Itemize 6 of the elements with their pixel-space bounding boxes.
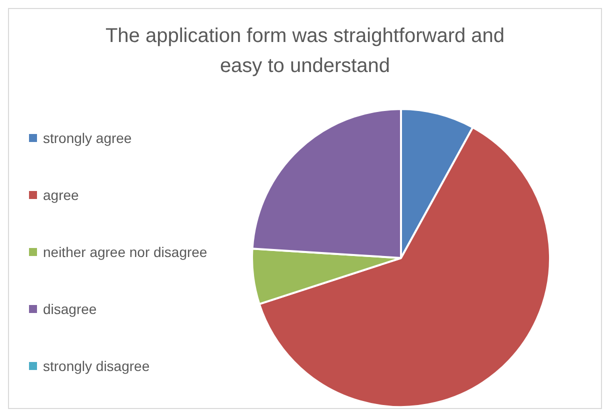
legend-label: agree: [43, 186, 79, 205]
legend-label: strongly disagree: [43, 357, 150, 376]
chart-title: The application form was straightforward and easy to understand: [104, 24, 506, 79]
legend-label: disagree: [43, 300, 97, 319]
legend-label: neither agree nor disagree: [43, 243, 208, 262]
legend-label: strongly agree: [43, 129, 132, 148]
